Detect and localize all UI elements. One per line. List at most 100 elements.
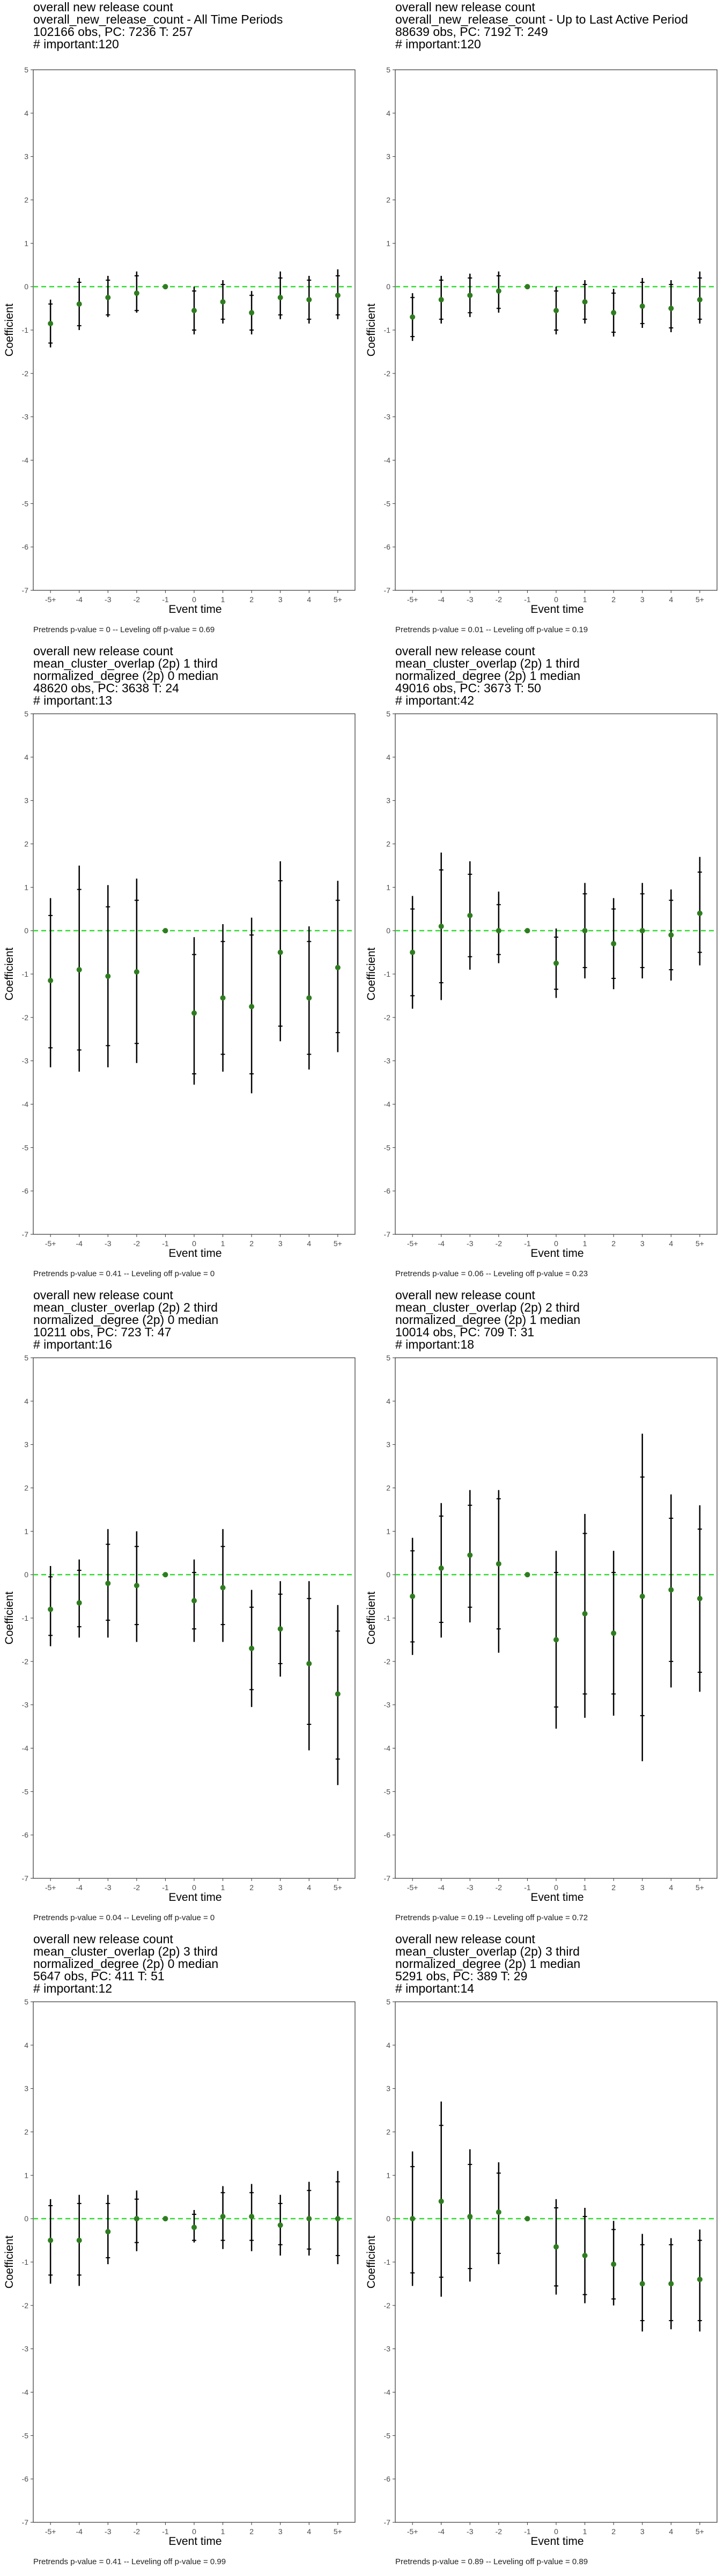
- y-tick-label: -4: [22, 1744, 29, 1753]
- y-tick-label: -3: [22, 2345, 29, 2353]
- y-tick-label: -5: [22, 1787, 29, 1796]
- y-tick-label: -3: [384, 1701, 391, 1709]
- chart-title-line: normalized_degree (2p) 1 median: [395, 669, 581, 683]
- y-tick-label: 3: [386, 2084, 390, 2093]
- x-tick-label: -3: [105, 2527, 112, 2536]
- y-tick-label: 1: [386, 883, 390, 891]
- point-estimate: [306, 995, 312, 1001]
- x-tick-label: 1: [221, 1883, 225, 1892]
- y-tick-label: 1: [386, 1527, 390, 1535]
- y-tick-label: -1: [22, 2258, 29, 2266]
- chart-title: overall new release count mean_cluster_ov…: [33, 1289, 218, 1351]
- y-tick-label: -2: [384, 1013, 391, 1022]
- point-estimate: [306, 297, 312, 303]
- x-tick-label: -2: [134, 595, 141, 604]
- y-tick-label: -5: [22, 499, 29, 508]
- chart-plot: -7 -6 -5 -4 -3 -2 -1 0 1 2 3 4 5 -5+ -4 -3 -2 -1 0 1 2 3 4 5+ Ev…: [3, 1353, 356, 1904]
- x-tick-label: -5+: [45, 1239, 56, 1248]
- x-tick-label: 3: [640, 1239, 645, 1248]
- chart-title-line: overall new release count: [33, 1932, 173, 1946]
- y-tick-label: 2: [386, 840, 390, 848]
- chart-title-line: overall new release count: [33, 0, 173, 14]
- y-tick-label: 3: [24, 152, 28, 161]
- y-tick-label: -7: [384, 586, 391, 595]
- point-estimate: [220, 299, 226, 305]
- x-tick-label: 5+: [334, 595, 342, 604]
- y-tick-label: 0: [24, 282, 28, 291]
- x-tick-label: 3: [640, 595, 645, 604]
- point-estimate: [162, 1572, 168, 1578]
- point-estimate: [553, 960, 559, 966]
- y-tick-label: -2: [384, 2301, 391, 2310]
- pvalue-footer: Pretrends p-value = 0 -- Leveling off p-…: [33, 625, 215, 634]
- point-estimate: [668, 932, 674, 938]
- y-tick-label: -6: [22, 2475, 29, 2483]
- x-tick-label: 4: [307, 595, 311, 604]
- chart-title-line: mean_cluster_overlap (2p) 3 third: [33, 1944, 218, 1958]
- y-tick-label: -4: [384, 1744, 391, 1753]
- y-axis-label: Coefficient: [365, 1591, 378, 1644]
- point-estimate: [639, 303, 645, 309]
- point-estimate: [306, 2216, 312, 2222]
- x-tick-label: -4: [438, 2527, 445, 2536]
- x-tick-label: 2: [249, 595, 254, 604]
- point-estimate: [277, 295, 283, 301]
- y-tick-label: 4: [24, 109, 28, 118]
- point-estimate: [438, 297, 444, 303]
- y-tick-label: 3: [24, 1440, 28, 1449]
- point-estimate: [249, 310, 255, 316]
- chart-title-line: # important:12: [33, 1981, 113, 1995]
- x-tick-label: 0: [554, 1883, 558, 1892]
- y-tick-label: 5: [24, 709, 28, 718]
- y-tick-label: -1: [384, 326, 391, 334]
- point-estimate: [467, 1552, 473, 1558]
- chart-title-line: 102166 obs, PC: 7236 T: 257: [33, 25, 193, 39]
- chart-title-line: 5291 obs, PC: 389 T: 29: [395, 1969, 528, 1983]
- x-tick-label: -3: [467, 2527, 474, 2536]
- point-estimate: [553, 308, 559, 313]
- y-tick-label: -1: [22, 1614, 29, 1622]
- x-tick-label: -2: [496, 1883, 503, 1892]
- y-tick-label: -4: [22, 1100, 29, 1109]
- point-estimate: [105, 1580, 111, 1586]
- x-tick-label: -4: [76, 595, 83, 604]
- x-tick-label: -5+: [45, 2527, 56, 2536]
- y-tick-label: -2: [384, 369, 391, 378]
- x-tick-label: -5+: [407, 2527, 418, 2536]
- point-estimate: [162, 2216, 168, 2222]
- chart-title-line: normalized_degree (2p) 1 median: [395, 1313, 581, 1327]
- y-tick-label: 2: [386, 196, 390, 204]
- chart-plot: -7 -6 -5 -4 -3 -2 -1 0 1 2 3 4 5 -5+ -4 -3 -2 -1 0 1 2 3 4 5+ Ev…: [365, 1353, 718, 1904]
- chart-title-line: 88639 obs, PC: 7192 T: 249: [395, 25, 548, 39]
- chart-title-line: mean_cluster_overlap (2p) 1 third: [395, 656, 580, 670]
- chart-title-line: 48620 obs, PC: 3638 T: 24: [33, 681, 179, 695]
- point-estimate: [335, 1691, 341, 1697]
- point-estimate: [220, 1585, 226, 1591]
- x-tick-label: -3: [105, 1239, 112, 1248]
- point-estimate: [410, 949, 416, 955]
- y-axis-label: Coefficient: [3, 303, 16, 356]
- y-tick-label: 5: [386, 65, 390, 74]
- x-tick-label: 4: [669, 2527, 673, 2536]
- chart-title-line: normalized_degree (2p) 1 median: [395, 1957, 581, 1971]
- x-tick-label: -4: [438, 1883, 445, 1892]
- y-tick-label: 1: [386, 2171, 390, 2179]
- y-tick-label: 1: [24, 239, 28, 247]
- point-estimate: [134, 2216, 139, 2222]
- x-tick-label: 0: [192, 1239, 196, 1248]
- y-tick-label: 0: [386, 2214, 390, 2223]
- x-tick-label: -3: [105, 595, 112, 604]
- point-estimate: [639, 1593, 645, 1599]
- y-axis-label: Coefficient: [365, 303, 378, 356]
- chart-title-line: # important:120: [33, 37, 119, 51]
- x-tick-label: 5+: [696, 595, 704, 604]
- y-tick-label: 0: [386, 282, 390, 291]
- x-tick-label: -3: [105, 1883, 112, 1892]
- x-tick-label: 5+: [334, 1239, 342, 1248]
- point-estimate: [438, 2198, 444, 2204]
- y-tick-label: -7: [22, 1230, 29, 1239]
- y-tick-label: 3: [24, 2084, 28, 2093]
- point-estimate: [611, 310, 617, 316]
- y-tick-label: 4: [386, 109, 390, 118]
- x-tick-label: -4: [76, 1883, 83, 1892]
